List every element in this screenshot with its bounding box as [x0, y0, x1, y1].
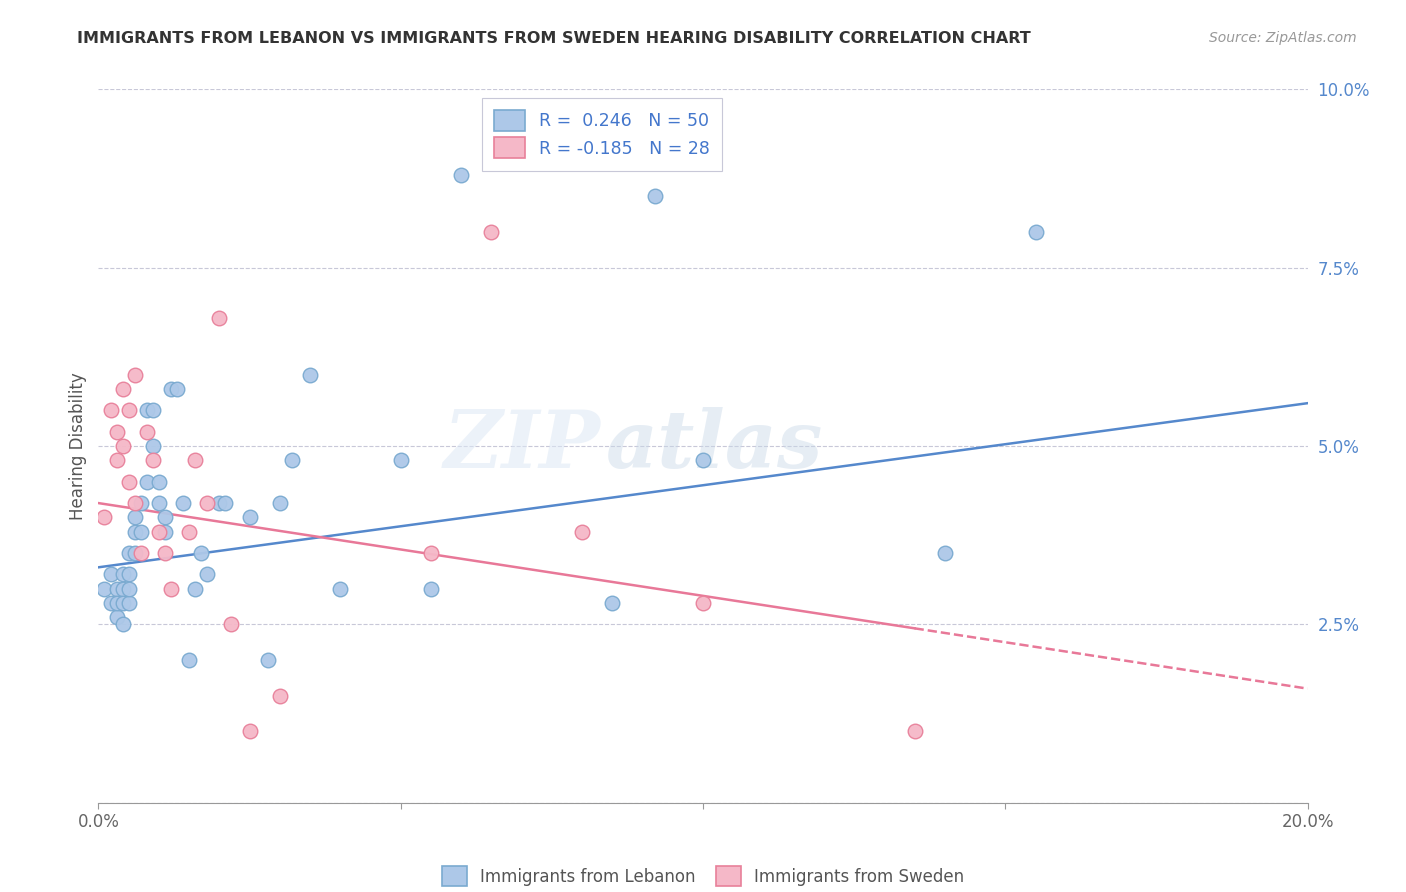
- Point: [329, 582, 352, 596]
- Legend: Immigrants from Lebanon, Immigrants from Sweden: Immigrants from Lebanon, Immigrants from…: [433, 857, 973, 892]
- Point: [105, 582, 128, 596]
- Point: [111, 382, 134, 396]
- Point: [450, 168, 472, 182]
- Point: [142, 403, 165, 417]
- Point: [208, 496, 231, 510]
- Point: [148, 496, 170, 510]
- Point: [195, 496, 218, 510]
- Point: [118, 582, 141, 596]
- Point: [124, 546, 146, 560]
- Point: [153, 546, 176, 560]
- Point: [100, 403, 122, 417]
- Point: [118, 567, 141, 582]
- Point: [1024, 225, 1046, 239]
- Point: [118, 403, 141, 417]
- Point: [179, 653, 201, 667]
- Point: [93, 582, 115, 596]
- Point: [111, 439, 134, 453]
- Point: [135, 403, 157, 417]
- Point: [118, 475, 141, 489]
- Point: [166, 382, 188, 396]
- Point: [105, 425, 128, 439]
- Point: [481, 225, 503, 239]
- Point: [93, 510, 115, 524]
- Text: Source: ZipAtlas.com: Source: ZipAtlas.com: [1209, 31, 1357, 45]
- Point: [135, 425, 157, 439]
- Point: [184, 582, 207, 596]
- Text: atlas: atlas: [606, 408, 824, 484]
- Point: [269, 689, 291, 703]
- Point: [142, 453, 165, 467]
- Point: [148, 524, 170, 539]
- Point: [100, 567, 122, 582]
- Point: [172, 496, 194, 510]
- Point: [179, 524, 201, 539]
- Point: [571, 524, 593, 539]
- Point: [184, 453, 207, 467]
- Point: [100, 596, 122, 610]
- Point: [644, 189, 666, 203]
- Point: [269, 496, 291, 510]
- Point: [105, 610, 128, 624]
- Point: [281, 453, 304, 467]
- Point: [129, 496, 152, 510]
- Point: [420, 546, 443, 560]
- Point: [208, 310, 231, 325]
- Point: [420, 582, 443, 596]
- Point: [692, 453, 714, 467]
- Text: ZIP: ZIP: [443, 408, 600, 484]
- Point: [111, 596, 134, 610]
- Point: [129, 524, 152, 539]
- Point: [153, 524, 176, 539]
- Point: [904, 724, 927, 739]
- Point: [111, 582, 134, 596]
- Point: [124, 496, 146, 510]
- Y-axis label: Hearing Disability: Hearing Disability: [69, 372, 87, 520]
- Point: [389, 453, 412, 467]
- Point: [129, 546, 152, 560]
- Point: [195, 567, 218, 582]
- Point: [239, 724, 262, 739]
- Point: [124, 524, 146, 539]
- Point: [105, 453, 128, 467]
- Point: [190, 546, 212, 560]
- Point: [299, 368, 322, 382]
- Point: [111, 567, 134, 582]
- Point: [256, 653, 278, 667]
- Point: [692, 596, 714, 610]
- Point: [124, 510, 146, 524]
- Point: [142, 439, 165, 453]
- Point: [105, 596, 128, 610]
- Point: [214, 496, 236, 510]
- Point: [111, 617, 134, 632]
- Point: [118, 596, 141, 610]
- Point: [153, 510, 176, 524]
- Point: [221, 617, 243, 632]
- Point: [934, 546, 956, 560]
- Point: [124, 368, 146, 382]
- Point: [135, 475, 157, 489]
- Point: [148, 475, 170, 489]
- Point: [160, 582, 183, 596]
- Point: [602, 596, 624, 610]
- Point: [118, 546, 141, 560]
- Point: [160, 382, 183, 396]
- Text: IMMIGRANTS FROM LEBANON VS IMMIGRANTS FROM SWEDEN HEARING DISABILITY CORRELATION: IMMIGRANTS FROM LEBANON VS IMMIGRANTS FR…: [77, 31, 1031, 46]
- Point: [239, 510, 262, 524]
